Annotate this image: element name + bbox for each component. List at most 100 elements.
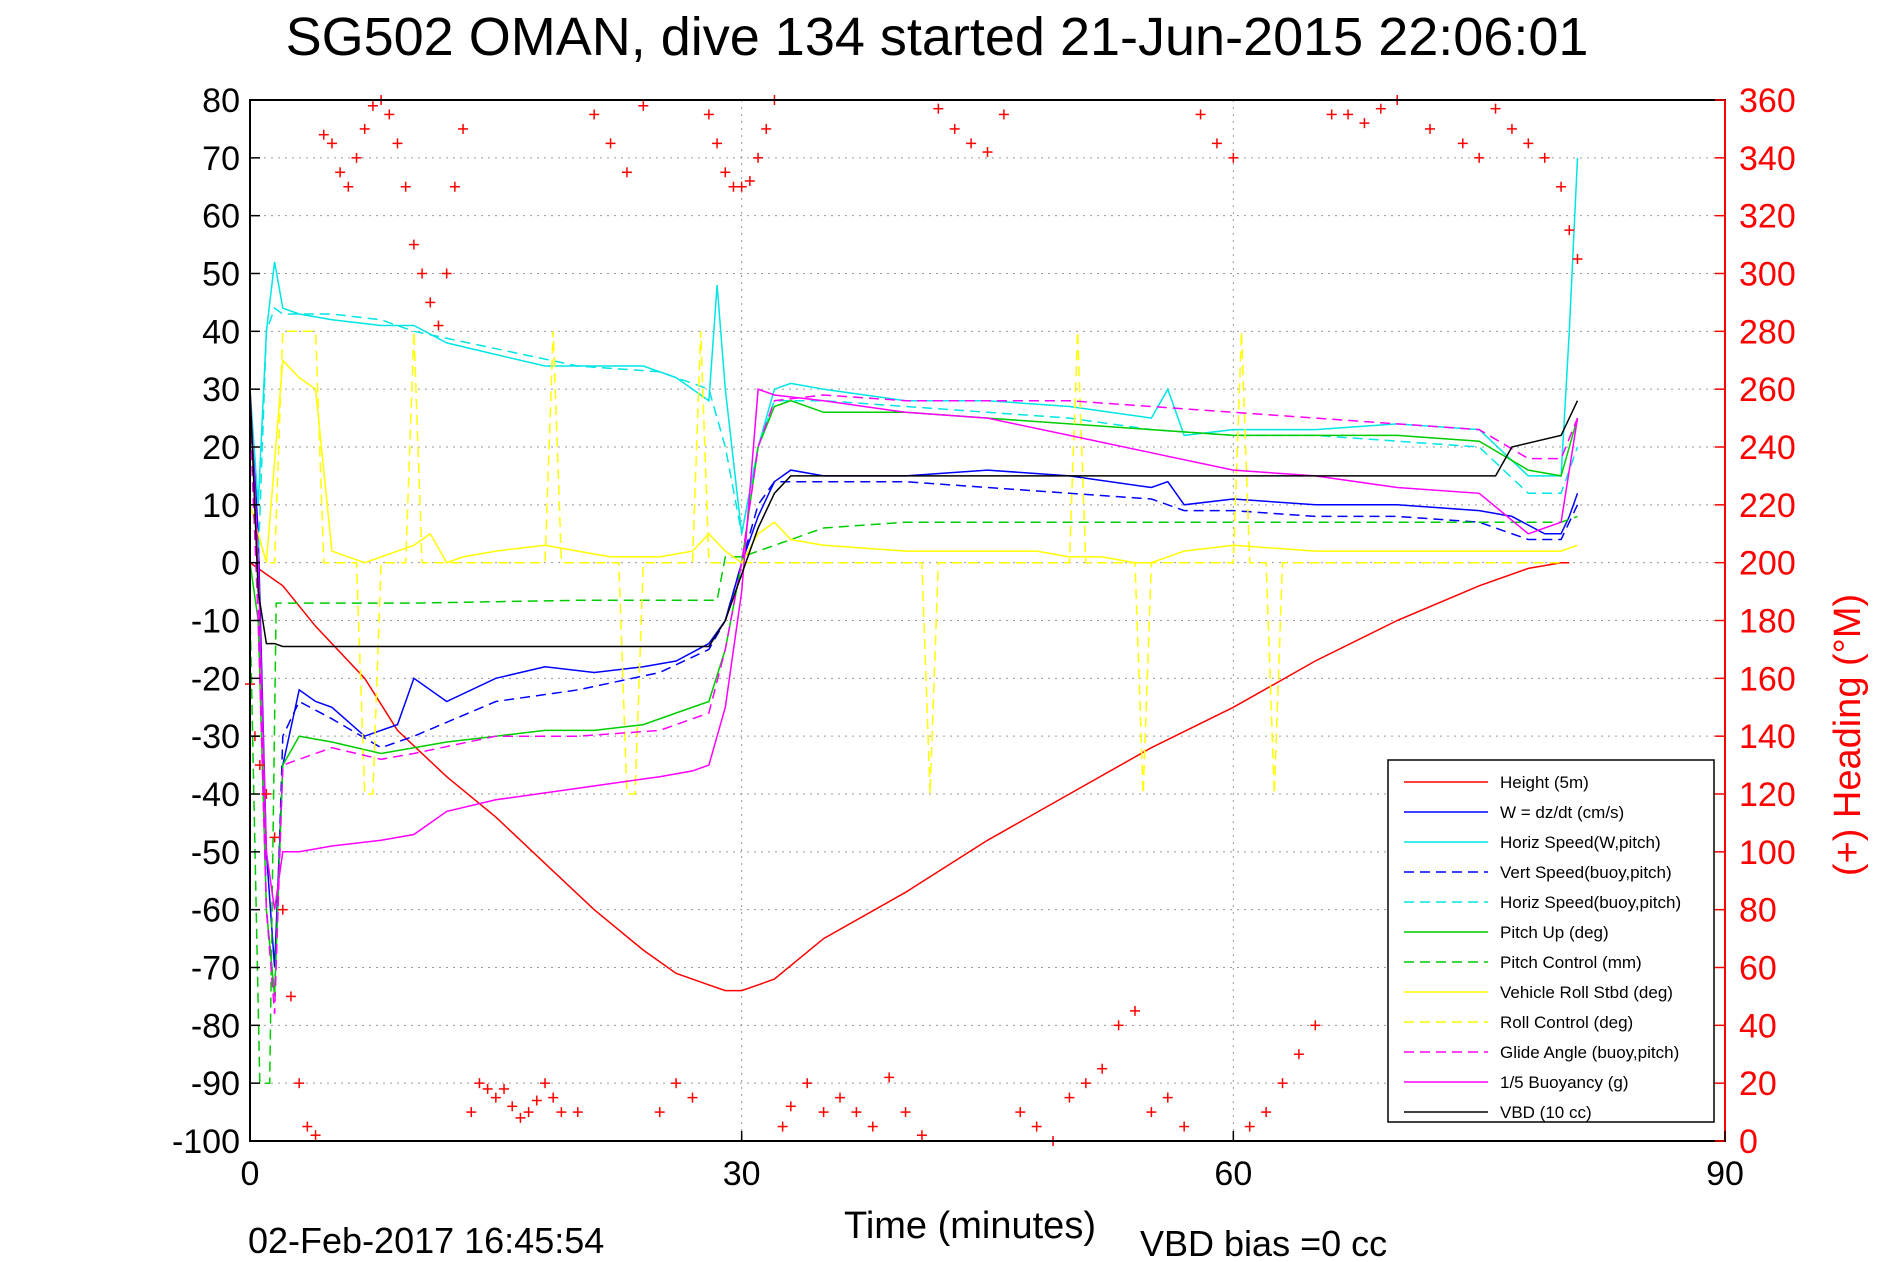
x-tick-label: 60 bbox=[1214, 1155, 1252, 1193]
y2-tick-label: 40 bbox=[1739, 1007, 1777, 1045]
series-line bbox=[249, 330, 1562, 795]
y2-tick-label: 280 bbox=[1739, 313, 1796, 351]
heading-marker bbox=[458, 123, 469, 134]
heading-marker bbox=[884, 1072, 895, 1083]
heading-marker bbox=[916, 1130, 927, 1141]
heading-marker bbox=[1195, 109, 1206, 120]
heading-marker bbox=[1179, 1121, 1190, 1132]
x-axis: 0 30 60 90 bbox=[241, 1131, 1744, 1193]
heading-marker bbox=[1359, 118, 1370, 129]
heading-marker bbox=[490, 1092, 501, 1103]
heading-marker bbox=[449, 181, 460, 192]
legend-label: Horiz Speed(buoy,pitch) bbox=[1500, 893, 1681, 912]
heading-marker bbox=[1457, 138, 1468, 149]
y-tick-label: 70 bbox=[202, 140, 240, 178]
heading-marker bbox=[507, 1101, 518, 1112]
series-line bbox=[249, 561, 1570, 992]
heading-marker bbox=[1293, 1049, 1304, 1060]
heading-marker bbox=[933, 103, 944, 114]
heading-marker bbox=[1490, 103, 1501, 114]
series-line bbox=[249, 515, 1578, 1084]
heading-marker bbox=[818, 1107, 829, 1118]
heading-marker bbox=[785, 1101, 796, 1112]
heading-marker bbox=[1228, 152, 1239, 163]
heading-marker bbox=[433, 320, 444, 331]
legend-label: Vehicle Roll Stbd (deg) bbox=[1500, 983, 1673, 1002]
heading-marker bbox=[687, 1092, 698, 1103]
y-tick-label: 40 bbox=[202, 313, 240, 351]
heading-marker bbox=[1162, 1092, 1173, 1103]
heading-marker bbox=[1130, 1005, 1140, 1016]
heading-marker bbox=[671, 1078, 682, 1089]
y2-tick-label: 100 bbox=[1739, 834, 1796, 872]
heading-marker bbox=[1113, 1020, 1124, 1031]
legend-label: Vert Speed(buoy,pitch) bbox=[1500, 863, 1672, 882]
y2-tick-label: 140 bbox=[1739, 718, 1796, 756]
heading-marker bbox=[556, 1107, 567, 1118]
y-tick-label: 0 bbox=[221, 545, 240, 583]
legend-label: W = dz/dt (cm/s) bbox=[1500, 803, 1624, 822]
footer-vbd-bias: VBD bias =0 cc bbox=[1140, 1223, 1387, 1262]
heading-marker bbox=[744, 175, 755, 186]
x-tick-label: 30 bbox=[723, 1155, 761, 1193]
heading-marker bbox=[572, 1107, 583, 1118]
legend-label: Horiz Speed(W,pitch) bbox=[1500, 833, 1661, 852]
heading-marker bbox=[294, 1078, 305, 1089]
y2-tick-label: 320 bbox=[1739, 198, 1796, 236]
heading-marker bbox=[548, 1092, 559, 1103]
y-tick-label: 60 bbox=[202, 198, 240, 236]
heading-marker bbox=[254, 760, 265, 771]
heading-marker bbox=[761, 123, 772, 134]
y2-tick-label: 0 bbox=[1739, 1123, 1758, 1161]
y-tick-label: -10 bbox=[191, 603, 240, 641]
heading-marker bbox=[777, 1121, 788, 1132]
y-tick-label: 10 bbox=[202, 487, 240, 525]
heading-marker bbox=[621, 167, 632, 178]
heading-marker bbox=[310, 1130, 321, 1141]
series-line bbox=[249, 358, 1578, 564]
heading-marker bbox=[1244, 1121, 1255, 1132]
heading-marker bbox=[441, 268, 452, 279]
footer-timestamp: 02-Feb-2017 16:45:54 bbox=[248, 1220, 604, 1261]
heading-marker bbox=[285, 991, 296, 1002]
y-tick-label: -90 bbox=[191, 1065, 240, 1103]
heading-marker bbox=[1097, 1063, 1108, 1074]
heading-marker bbox=[1556, 181, 1567, 192]
y-tick-label: 50 bbox=[202, 256, 240, 294]
y2-tick-label: 340 bbox=[1739, 140, 1796, 178]
legend-label: Roll Control (deg) bbox=[1500, 1013, 1633, 1032]
y2-tick-label: 120 bbox=[1739, 776, 1796, 814]
heading-marker bbox=[753, 152, 764, 163]
heading-marker bbox=[1310, 1020, 1321, 1031]
y2-tick-label: 80 bbox=[1739, 892, 1777, 930]
y2-tick-label: 180 bbox=[1739, 603, 1796, 641]
y-tick-label: -80 bbox=[191, 1007, 240, 1045]
heading-marker bbox=[949, 123, 960, 134]
x-tick-label: 0 bbox=[241, 1155, 260, 1193]
heading-marker bbox=[712, 138, 723, 149]
heading-marker bbox=[425, 297, 436, 308]
y-axis-right: 3603403203002802602402202001801601401201… bbox=[1715, 82, 1796, 1161]
y2-tick-label: 360 bbox=[1739, 82, 1796, 120]
chart-title: SG502 OMAN, dive 134 started 21-Jun-2015… bbox=[286, 7, 1589, 67]
heading-marker bbox=[269, 832, 280, 843]
heading-marker bbox=[1064, 1092, 1075, 1103]
heading-marker bbox=[540, 1078, 550, 1089]
heading-marker bbox=[466, 1107, 477, 1118]
legend-label: Pitch Control (mm) bbox=[1500, 953, 1642, 972]
series-line bbox=[249, 418, 1579, 997]
heading-marker bbox=[802, 1078, 813, 1089]
heading-marker bbox=[703, 109, 714, 120]
heading-marker bbox=[367, 100, 378, 111]
heading-marker bbox=[318, 129, 329, 140]
y-tick-label: 20 bbox=[202, 429, 240, 467]
heading-marker bbox=[998, 109, 1009, 120]
y2-tick-label: 20 bbox=[1739, 1065, 1777, 1103]
heading-marker bbox=[1261, 1107, 1272, 1118]
heading-marker bbox=[720, 167, 731, 178]
y-tick-label: -100 bbox=[172, 1123, 240, 1161]
legend-box bbox=[1387, 759, 1715, 1123]
heading-marker bbox=[654, 1107, 665, 1118]
heading-marker bbox=[867, 1121, 878, 1132]
heading-marker bbox=[835, 1092, 845, 1103]
